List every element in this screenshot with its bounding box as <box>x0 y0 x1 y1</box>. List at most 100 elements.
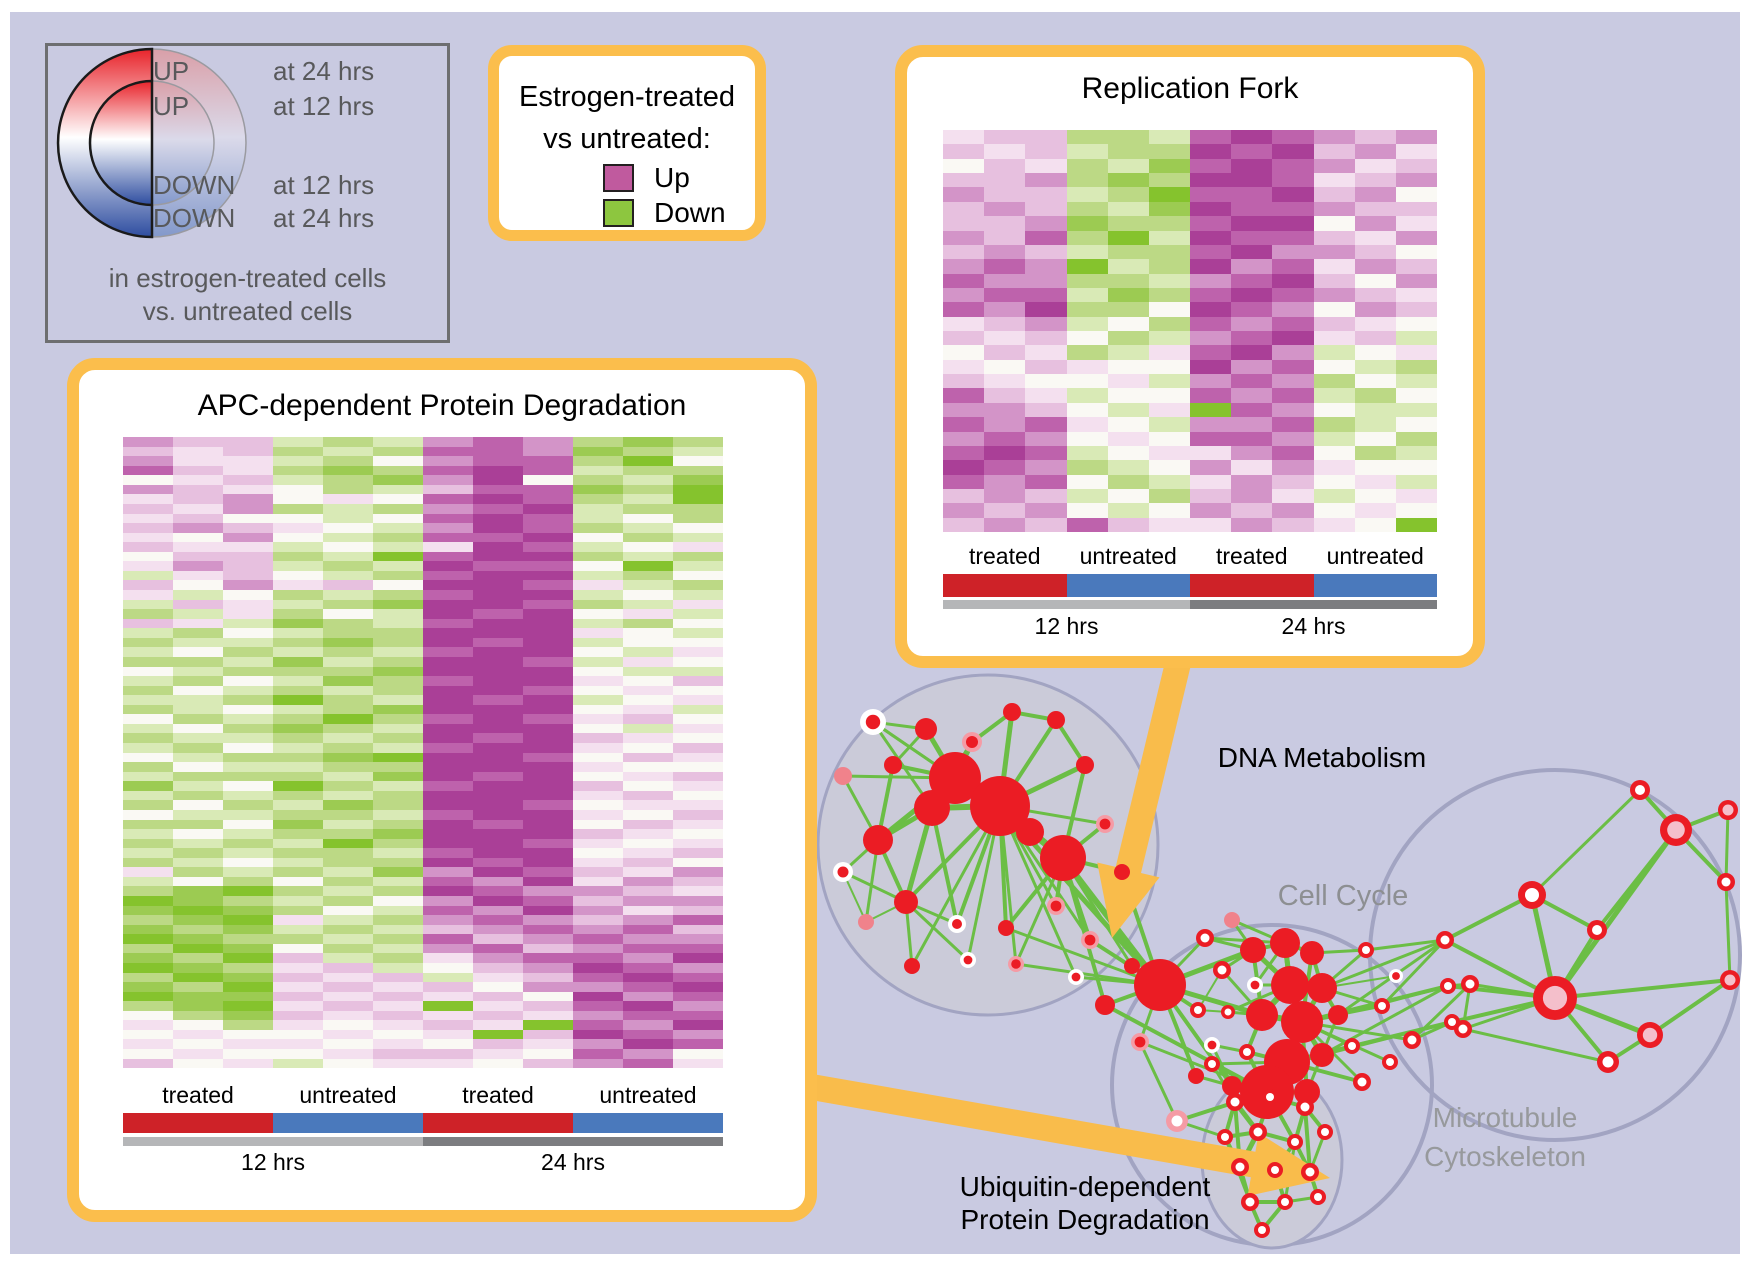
heatmap-cell <box>1231 431 1273 446</box>
heatmap-cell <box>173 962 223 973</box>
heatmap-cell <box>273 599 323 610</box>
heatmap-cell <box>323 446 373 457</box>
heatmap-cell <box>1107 488 1149 504</box>
heatmap-cell <box>523 465 573 476</box>
heatmap-cell <box>173 896 223 906</box>
heatmap-cell <box>1395 474 1438 489</box>
heatmap-cell <box>373 484 423 495</box>
heatmap-cell <box>1313 158 1355 174</box>
heatmap-cell <box>1066 474 1108 489</box>
heatmap-cell <box>623 714 673 724</box>
heatmap-cell <box>123 1010 173 1021</box>
heatmap-cell <box>273 1049 323 1059</box>
heatmap-cell <box>984 244 1026 260</box>
network-node <box>1016 818 1044 846</box>
heatmap-cell <box>523 953 573 963</box>
heatmap-cell <box>373 637 423 648</box>
heatmap-cell <box>984 431 1026 446</box>
heatmap-cell <box>473 790 523 801</box>
network-node-core <box>1386 1058 1394 1066</box>
heatmap-cell <box>943 402 985 418</box>
heatmap-cell <box>523 781 573 791</box>
heatmap-cell <box>523 676 573 686</box>
heatmap-cell <box>173 570 223 581</box>
heatmap-cell <box>273 551 323 562</box>
heatmap-cell <box>473 551 523 562</box>
network-edge <box>930 807 959 925</box>
heatmap-cell <box>223 972 273 983</box>
heatmap-cell <box>323 551 373 562</box>
heatmap-cell <box>373 896 423 906</box>
heatmap-cell <box>273 561 323 571</box>
heatmap-cell <box>623 666 673 677</box>
heatmap-row <box>123 1010 723 1021</box>
heatmap-cell <box>423 609 473 619</box>
heatmap-cell <box>1395 374 1438 389</box>
heatmap-cell <box>423 475 473 485</box>
heatmap-cell <box>473 781 523 791</box>
condition-group-labels: treated untreated treated untreated <box>943 543 1437 571</box>
heatmap-cell <box>1148 216 1191 231</box>
heatmap-cell <box>573 771 623 782</box>
heatmap-cell <box>573 1001 623 1011</box>
heatmap-cell <box>223 771 273 782</box>
heatmap-cell <box>673 503 723 514</box>
network-node-core <box>1071 972 1081 982</box>
heatmap-cell <box>173 647 223 657</box>
heatmap-row <box>123 599 723 610</box>
heatmap-cell <box>1190 201 1232 217</box>
heatmap-cell <box>1354 402 1396 418</box>
heatmap-cell <box>323 628 373 638</box>
heatmap-cell <box>223 876 273 887</box>
heatmap-cell <box>1354 474 1396 489</box>
heatmap-cell <box>473 800 523 810</box>
heatmap-cell <box>473 523 523 533</box>
group-label: untreated <box>1326 543 1424 569</box>
heatmap-cell <box>223 1001 273 1011</box>
heatmap-cell <box>323 523 373 533</box>
heatmap-cell <box>123 695 173 705</box>
heatmap-cell <box>1066 503 1108 518</box>
heatmap-cell <box>1354 316 1396 332</box>
heatmap-cell <box>323 695 373 705</box>
heatmap-cell <box>173 924 223 935</box>
heatmap-cell <box>1313 201 1355 217</box>
heatmap-cell <box>1231 158 1273 174</box>
heatmap-cell <box>423 934 473 944</box>
heatmap-cell <box>473 570 523 581</box>
heatmap-cell <box>1190 316 1232 332</box>
color-bar-segment <box>423 1137 723 1146</box>
heatmap-cell <box>173 456 223 466</box>
heatmap-cell <box>423 1010 473 1021</box>
heatmap-cell <box>373 1049 423 1059</box>
heatmap-cell <box>573 475 623 485</box>
heatmap-cell <box>1272 417 1314 432</box>
network-node <box>884 756 902 774</box>
heatmap-cell <box>1066 259 1108 274</box>
heatmap-cell <box>223 924 273 935</box>
heatmap-cell <box>223 809 273 820</box>
heatmap-cell <box>943 345 985 360</box>
heatmap-cell <box>523 570 573 581</box>
heatmap-cell <box>573 886 623 896</box>
heatmap-cell <box>1025 316 1067 332</box>
heatmap-cell <box>623 790 673 801</box>
heatmap-cell <box>1066 488 1108 504</box>
cluster-label-line: Protein Degradation <box>960 1204 1210 1235</box>
network-node-core <box>1305 1167 1315 1177</box>
heatmap-cell <box>673 848 723 858</box>
heatmap-cell <box>1066 273 1108 288</box>
heatmap-cell <box>1272 517 1314 533</box>
heatmap-cell <box>373 943 423 954</box>
heatmap-cell <box>123 628 173 638</box>
heatmap-cell <box>473 809 523 820</box>
heatmap-cell <box>1395 388 1438 403</box>
heatmap-cell <box>1272 316 1314 332</box>
heatmap-cell <box>1231 388 1273 403</box>
heatmap-cell <box>223 982 273 992</box>
network-node <box>1246 999 1278 1031</box>
heatmap-cell <box>1066 287 1108 303</box>
heatmap-cell <box>673 1058 723 1069</box>
heatmap-cell <box>223 599 273 610</box>
heatmap-cell <box>523 656 573 667</box>
